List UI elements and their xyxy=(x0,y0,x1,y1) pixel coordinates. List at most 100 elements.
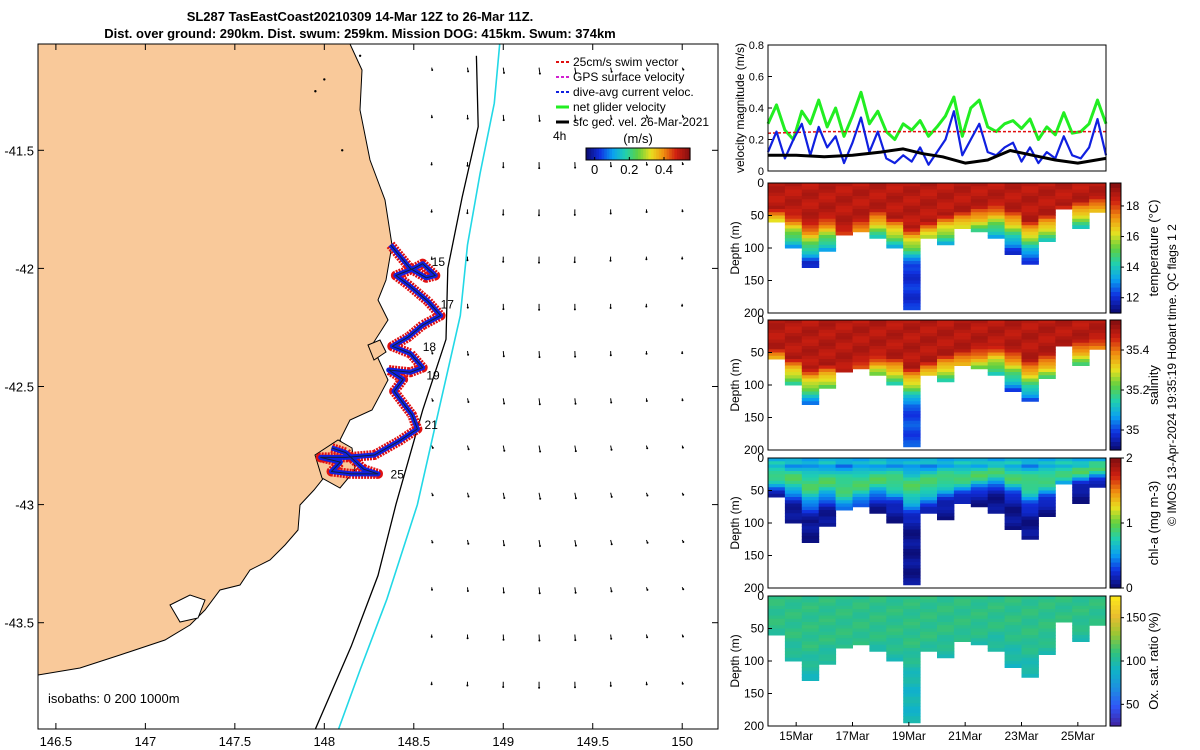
section-cell xyxy=(937,654,955,659)
section-cell xyxy=(1004,235,1022,239)
section-cell xyxy=(1004,458,1022,462)
section-cell xyxy=(920,641,938,646)
section-cell xyxy=(937,238,955,242)
section-cell xyxy=(768,186,786,190)
section-cell xyxy=(987,218,1006,223)
section-colorbar-cell xyxy=(1110,415,1121,421)
geo-velocity-arrow-head xyxy=(574,450,577,453)
section-cell xyxy=(1004,519,1022,524)
geo-velocity-arrow-head xyxy=(681,163,684,166)
section-cell xyxy=(937,615,955,620)
section-cell xyxy=(886,648,904,652)
section-colorbar-cell xyxy=(1110,527,1121,533)
section-cell xyxy=(768,336,786,340)
section-cell xyxy=(1089,189,1107,194)
section-cell xyxy=(869,622,887,626)
section-cell xyxy=(886,615,904,620)
section-cell xyxy=(1021,261,1039,265)
section-cell xyxy=(903,228,921,233)
section-colorbar-cell xyxy=(1110,613,1121,619)
section-colorbar-cell xyxy=(1110,441,1121,447)
velocity-series-line xyxy=(767,130,1106,134)
section-cell xyxy=(987,359,1006,363)
map-xtick-label: 148.5 xyxy=(398,734,431,749)
geo-velocity-arrow-head xyxy=(538,639,541,642)
section-cell xyxy=(1072,612,1090,616)
section-cell xyxy=(801,323,820,327)
section-cell xyxy=(1089,202,1107,207)
section-cell xyxy=(1038,487,1056,491)
section-colorbar-cell xyxy=(1110,411,1121,416)
section-cell xyxy=(852,602,870,607)
section-cell xyxy=(1021,218,1039,223)
section-cell xyxy=(1021,189,1039,194)
section-cell xyxy=(920,231,938,236)
section-cell xyxy=(801,336,820,340)
geo-velocity-arrow-head xyxy=(431,69,434,71)
colorbar-cell xyxy=(604,148,608,160)
section-cell xyxy=(801,222,820,226)
section-cell xyxy=(801,381,820,386)
geo-velocity-arrow-head xyxy=(466,637,469,640)
section-cell xyxy=(818,523,837,527)
section-cell xyxy=(768,596,786,600)
section-cell xyxy=(801,183,820,187)
section-cell xyxy=(1021,336,1039,340)
section-cell xyxy=(1038,596,1056,600)
geo-velocity-arrow-head xyxy=(538,167,541,170)
section-cell xyxy=(903,235,921,239)
section-cell xyxy=(886,241,904,246)
section-cell xyxy=(970,500,989,504)
section-colorbar-cell xyxy=(1110,531,1121,537)
section-panel xyxy=(768,458,1107,586)
section-cell xyxy=(818,336,837,340)
section-cell xyxy=(818,241,837,246)
section-cell xyxy=(1038,615,1056,620)
section-colorbar-cell xyxy=(1110,510,1121,515)
section-cell xyxy=(801,228,820,233)
section-colorbar-cell xyxy=(1110,462,1121,468)
section-cell xyxy=(903,433,921,438)
geo-velocity-arrow-head xyxy=(503,449,506,452)
section-cell xyxy=(987,615,1006,620)
geo-velocity-arrow-head xyxy=(503,497,506,499)
section-cell xyxy=(903,493,921,498)
section-cell xyxy=(953,192,972,197)
section-colorbar-cell xyxy=(1110,261,1121,266)
geo-velocity-arrow-head xyxy=(610,637,613,640)
section-cell xyxy=(937,378,955,383)
geo-velocity-arrow-head xyxy=(430,683,433,686)
section-panel xyxy=(768,596,1107,724)
section-cell xyxy=(920,196,938,200)
section-colorbar-cell xyxy=(1110,713,1121,718)
section-cell xyxy=(1004,516,1022,521)
section-cell xyxy=(987,480,1006,485)
geo-velocity-arrow-head xyxy=(431,588,433,591)
section-cell xyxy=(920,480,938,485)
section-cell xyxy=(1004,231,1022,236)
section-cell xyxy=(937,461,955,465)
section-cell xyxy=(784,202,803,207)
section-cell xyxy=(903,407,921,412)
section-cell xyxy=(818,480,837,485)
section-cell xyxy=(886,471,904,475)
section-cell xyxy=(1004,192,1022,197)
section-cell xyxy=(903,529,921,534)
section-cell xyxy=(1004,199,1022,203)
section-cell xyxy=(886,359,904,363)
section-colorbar-cell xyxy=(1110,505,1121,511)
section-cell xyxy=(903,471,921,475)
section-cell xyxy=(903,648,921,652)
section-colorbar-cell xyxy=(1110,209,1121,214)
section-cell xyxy=(953,490,972,495)
section-cell xyxy=(903,411,921,415)
colorbar-cell xyxy=(599,148,603,160)
section-cell xyxy=(1004,244,1022,249)
section-cell xyxy=(1072,320,1090,324)
section-cell xyxy=(1021,352,1039,357)
section-cell xyxy=(818,654,837,659)
section-cell xyxy=(886,378,904,383)
section-cell xyxy=(835,480,853,485)
section-cell xyxy=(970,215,989,220)
section-cell xyxy=(987,215,1006,220)
